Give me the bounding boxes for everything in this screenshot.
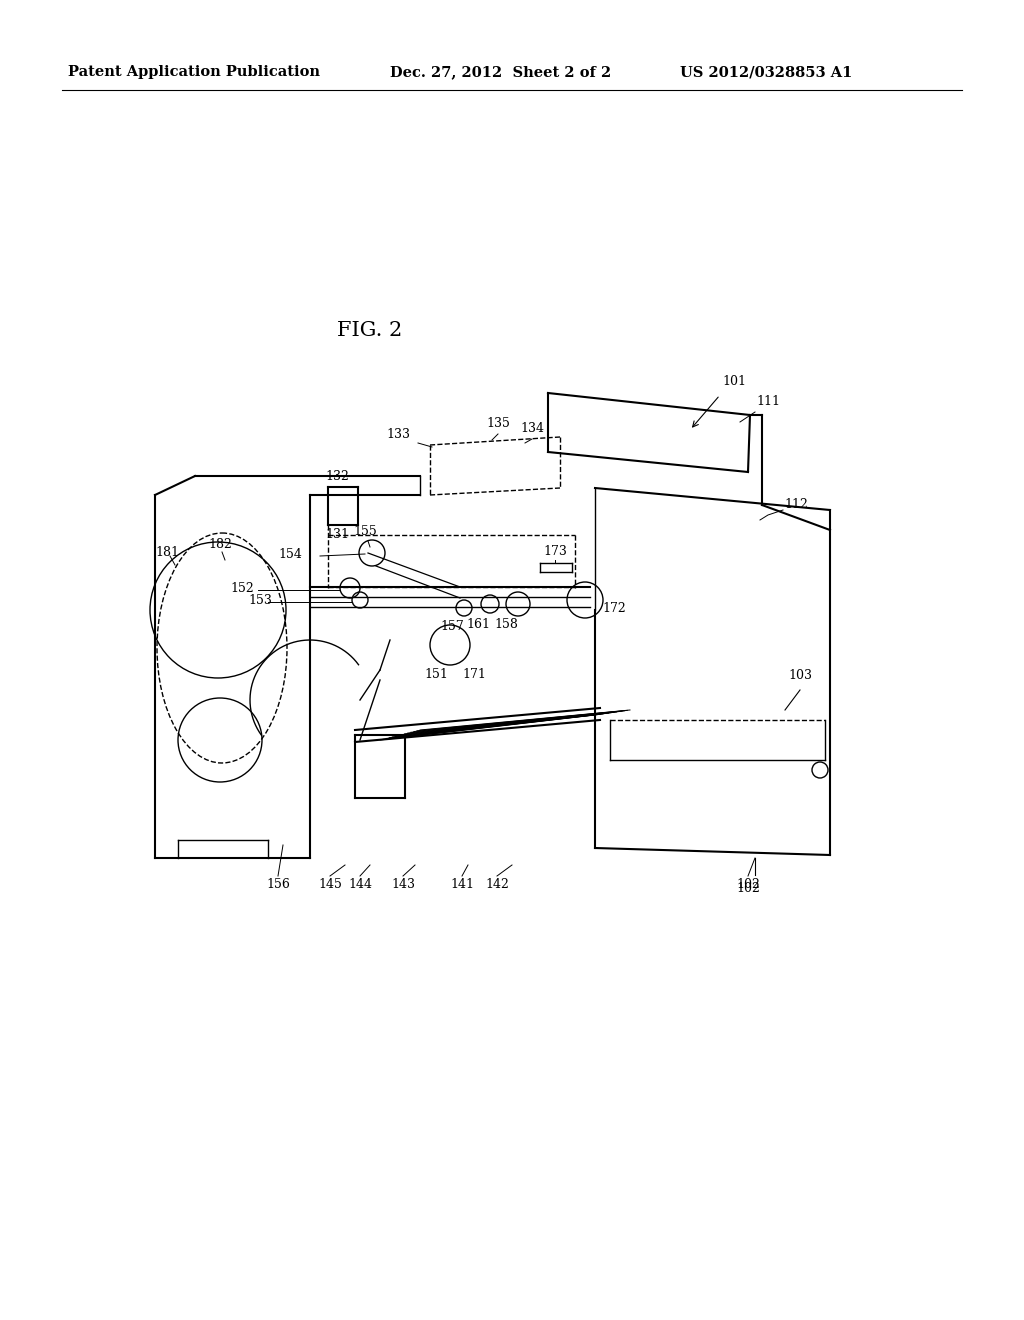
- Text: 102: 102: [736, 878, 760, 891]
- Text: 144: 144: [348, 878, 372, 891]
- Text: 152: 152: [230, 582, 254, 594]
- Text: Dec. 27, 2012  Sheet 2 of 2: Dec. 27, 2012 Sheet 2 of 2: [390, 65, 611, 79]
- Text: 102: 102: [736, 882, 760, 895]
- Text: 131: 131: [325, 528, 349, 541]
- Text: 101: 101: [722, 375, 746, 388]
- Text: 171: 171: [462, 668, 485, 681]
- Text: 134: 134: [520, 422, 544, 436]
- Text: 142: 142: [485, 878, 509, 891]
- Text: 156: 156: [266, 878, 290, 891]
- Text: 181: 181: [155, 546, 179, 560]
- Text: 111: 111: [756, 395, 780, 408]
- Text: 182: 182: [208, 539, 231, 552]
- Text: 151: 151: [424, 668, 447, 681]
- Text: 161: 161: [466, 618, 490, 631]
- Text: 172: 172: [602, 602, 626, 615]
- Text: 141: 141: [450, 878, 474, 891]
- Text: 103: 103: [788, 669, 812, 682]
- Text: FIG. 2: FIG. 2: [337, 321, 402, 339]
- Text: 155: 155: [353, 525, 377, 539]
- Text: Patent Application Publication: Patent Application Publication: [68, 65, 319, 79]
- Text: 157: 157: [440, 620, 464, 634]
- Text: 145: 145: [318, 878, 342, 891]
- Text: 135: 135: [486, 417, 510, 430]
- Text: 133: 133: [386, 428, 410, 441]
- Text: 132: 132: [325, 470, 349, 483]
- Text: 143: 143: [391, 878, 415, 891]
- Text: 153: 153: [248, 594, 272, 606]
- Text: 158: 158: [494, 618, 518, 631]
- Text: 112: 112: [784, 498, 808, 511]
- Text: 173: 173: [543, 545, 567, 558]
- Text: US 2012/0328853 A1: US 2012/0328853 A1: [680, 65, 852, 79]
- Text: 154: 154: [279, 548, 302, 561]
